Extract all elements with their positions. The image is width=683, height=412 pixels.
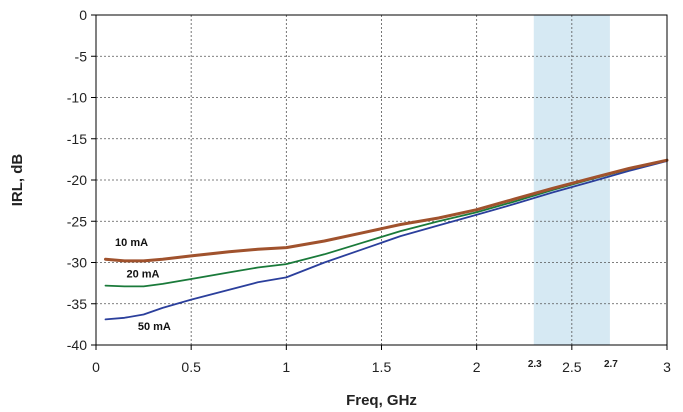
labels-layer: 0 -5 -10 -15 -20 -25 -30 -35 -40 0 0.5 1 1.5 2 2.5 3 2.3… (67, 7, 671, 375)
y-tick-label: -10 (67, 90, 87, 106)
y-tick-label: -35 (67, 296, 87, 312)
y-tick-label: -30 (67, 255, 87, 271)
y-tick-label: -25 (67, 213, 87, 229)
x-tick-label-small: 2.7 (604, 359, 618, 370)
axis-ticks (91, 14, 668, 350)
x-tick-label: 3 (663, 359, 671, 375)
y-tick-label: -5 (75, 48, 88, 64)
grid-lines (96, 15, 667, 345)
y-tick-label: -20 (67, 172, 87, 188)
x-tick-label: 2 (473, 359, 481, 375)
series-layer (104, 158, 669, 321)
series-line-50-ma (104, 160, 668, 321)
y-tick-label: 0 (79, 7, 87, 23)
y-tick-label: -15 (67, 131, 87, 147)
series-line-10-ma (104, 158, 669, 263)
series-label: 10 mA (115, 237, 148, 249)
y-tick-label: -40 (67, 337, 87, 353)
series-label: 20 mA (126, 268, 159, 280)
series-label: 50 mA (138, 321, 171, 333)
x-tick-label: 0.5 (181, 359, 201, 375)
x-axis-title: Freq, GHz (346, 392, 417, 409)
x-tick-label: 1.5 (372, 359, 392, 375)
x-tick-label: 1 (282, 359, 290, 375)
x-tick-label: 2.5 (562, 359, 582, 375)
x-tick-label: 0 (92, 359, 100, 375)
x-tick-label-small: 2.3 (528, 359, 542, 370)
y-axis-title: IRL, dB (9, 154, 26, 207)
